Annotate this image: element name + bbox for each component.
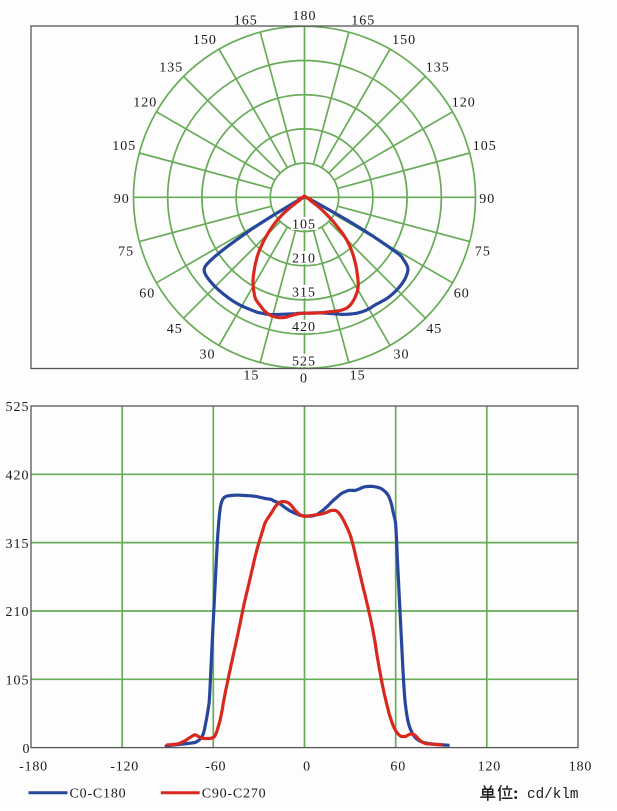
svg-text:60: 60 [390, 760, 406, 775]
svg-text:525: 525 [292, 354, 316, 369]
svg-text:165: 165 [234, 13, 258, 28]
svg-text:60: 60 [139, 287, 155, 302]
svg-text:210: 210 [6, 605, 30, 620]
svg-text:30: 30 [200, 348, 216, 363]
svg-text:105: 105 [6, 674, 30, 689]
svg-text:135: 135 [159, 60, 183, 75]
svg-text:75: 75 [118, 245, 134, 260]
svg-text:120: 120 [133, 96, 157, 111]
svg-text:90: 90 [114, 192, 130, 207]
svg-text:60: 60 [454, 287, 470, 302]
svg-text:0: 0 [23, 742, 30, 757]
svg-text:-180: -180 [19, 760, 48, 775]
svg-text:-60: -60 [205, 760, 226, 775]
svg-text:315: 315 [6, 537, 30, 552]
svg-text:165: 165 [351, 13, 375, 28]
svg-text:90: 90 [479, 192, 495, 207]
svg-text:15: 15 [243, 368, 259, 383]
svg-text:315: 315 [292, 285, 316, 300]
svg-text:210: 210 [292, 252, 316, 267]
svg-text:30: 30 [394, 348, 410, 363]
svg-text:45: 45 [167, 322, 183, 337]
svg-text:0: 0 [303, 760, 311, 775]
svg-text:180: 180 [293, 9, 317, 24]
svg-text:420: 420 [292, 320, 316, 335]
svg-text:180: 180 [569, 760, 592, 775]
svg-text:-120: -120 [110, 760, 139, 775]
svg-text:C90-C270: C90-C270 [202, 787, 267, 802]
svg-text:cd/klm: cd/klm [527, 787, 578, 803]
svg-text:525: 525 [6, 400, 30, 415]
svg-text:120: 120 [452, 96, 476, 111]
svg-text:105: 105 [292, 218, 316, 233]
svg-text:105: 105 [112, 139, 136, 154]
svg-text:75: 75 [475, 245, 491, 260]
svg-text:45: 45 [426, 322, 442, 337]
svg-text:420: 420 [6, 469, 30, 484]
svg-text:150: 150 [193, 33, 217, 48]
svg-text:120: 120 [478, 760, 501, 775]
svg-text:135: 135 [426, 60, 450, 75]
svg-text:105: 105 [473, 139, 497, 154]
svg-text:0: 0 [300, 372, 308, 387]
svg-text:150: 150 [392, 33, 416, 48]
svg-text:15: 15 [350, 368, 366, 383]
svg-text:C0-C180: C0-C180 [70, 787, 127, 802]
